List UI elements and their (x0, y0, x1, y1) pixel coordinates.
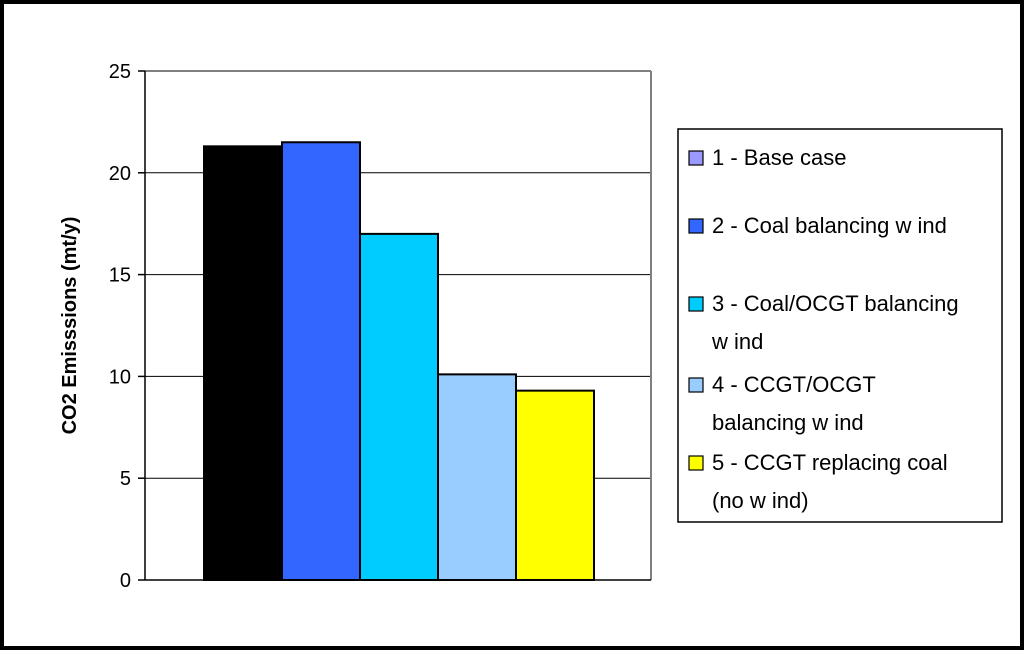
bars (203, 141, 595, 582)
legend-label-3: w ind (711, 329, 763, 354)
chart-area: 0 5 10 15 20 25 CO2 Emisssions (mt/y) 1 - Bas… (4, 4, 1020, 646)
legend-label-2: 2 - Coal balancing w ind (712, 213, 947, 238)
legend-label-3: 3 - Coal/OCGT balancing (712, 291, 959, 316)
legend-label-4: balancing w ind (712, 410, 864, 435)
legend-swatch-1 (688, 150, 704, 166)
axes (138, 70, 652, 581)
legend-swatch-2 (688, 218, 704, 234)
y-tick-labels: 0 5 10 15 20 25 (109, 61, 131, 592)
y-tick-label: 0 (120, 570, 131, 592)
y-tick-label: 20 (109, 163, 131, 185)
legend-swatch-5 (688, 455, 704, 471)
bar-series-1 (203, 145, 283, 581)
legend-swatch-3 (688, 296, 704, 312)
legend-swatch-4 (688, 377, 704, 393)
y-axis-title: CO2 Emisssions (mt/y) (59, 217, 81, 435)
bar-series-2 (281, 141, 361, 581)
y-tick-label: 25 (109, 61, 131, 83)
bar-series-5 (515, 389, 595, 582)
bar-series-4 (437, 373, 517, 582)
legend-label-5: 5 - CCGT replacing coal (712, 450, 948, 475)
y-tick-label: 5 (120, 468, 131, 490)
legend-label-1: 1 - Base case (712, 145, 847, 170)
bar-series-3 (359, 232, 439, 581)
legend-label-4: 4 - CCGT/OCGT (712, 372, 876, 397)
bar-chart: 0 5 10 15 20 25 CO2 Emisssions (mt/y) 1 - Bas… (59, 61, 1003, 592)
legend: 1 - Base case 2 - Coal balancing w ind 3 -… (677, 128, 1003, 523)
y-tick-label: 15 (109, 265, 131, 287)
legend-label-5: (no w ind) (712, 488, 809, 513)
y-tick-label: 10 (109, 366, 131, 388)
legend-box (677, 128, 1003, 523)
